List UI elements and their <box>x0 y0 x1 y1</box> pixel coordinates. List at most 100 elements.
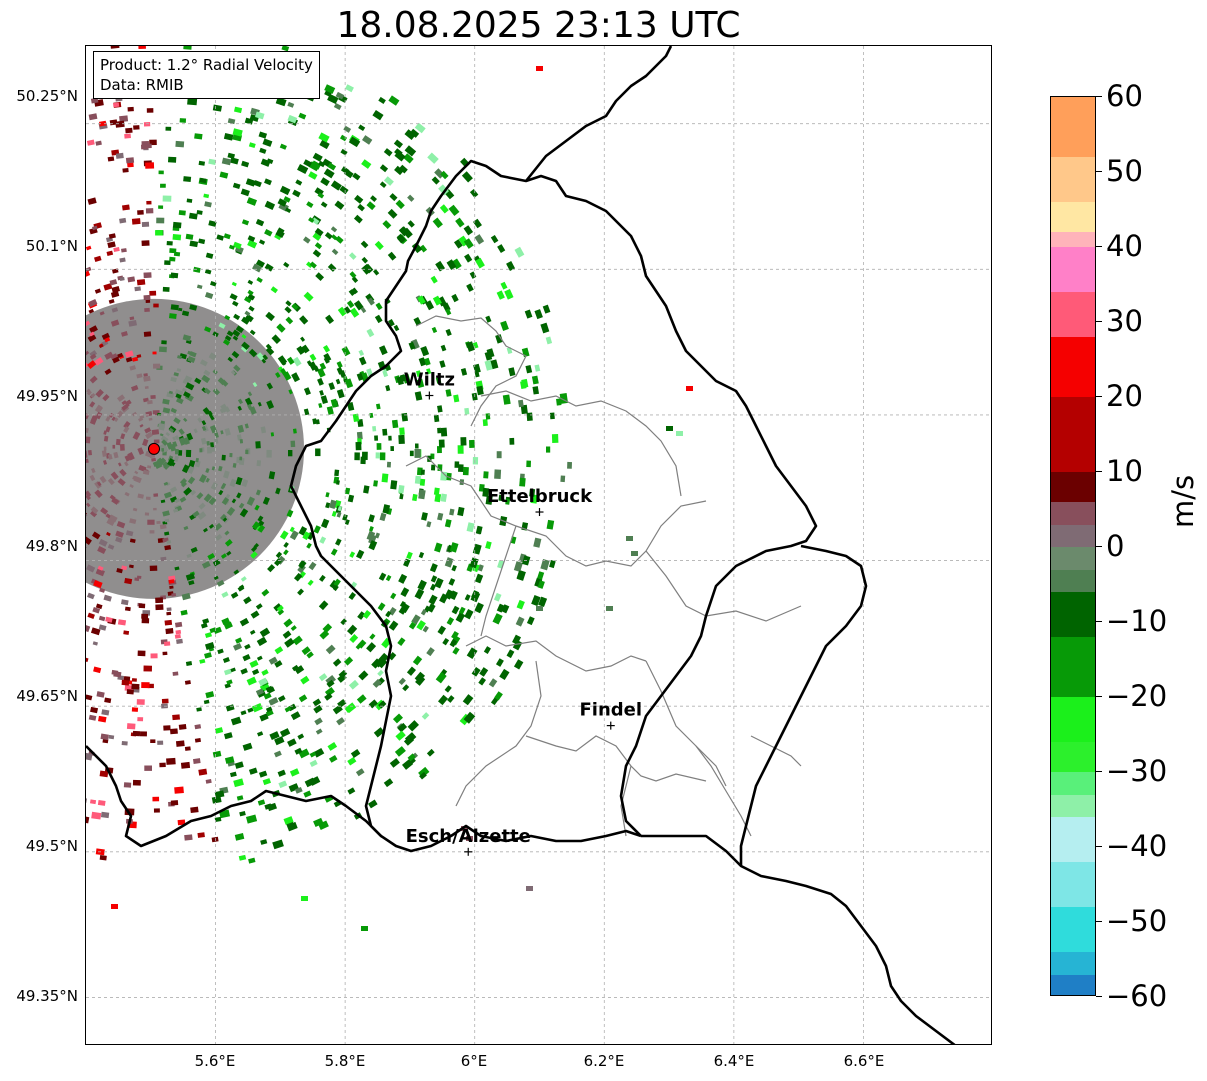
echo-bin <box>212 559 221 567</box>
echo-bin <box>290 711 301 721</box>
echo-bin <box>280 368 287 376</box>
echo-bin <box>265 346 275 356</box>
echo-bin <box>157 412 162 416</box>
colorbar-segment <box>1051 952 1095 975</box>
echo-bin <box>187 97 198 106</box>
echo-bin <box>464 253 473 263</box>
echo-bin <box>294 665 305 675</box>
echo-bin <box>248 348 258 358</box>
echo-bin <box>449 542 459 553</box>
echo-bin <box>381 473 389 483</box>
echo-bin <box>526 460 531 468</box>
lat-label-49-8: 49.8°N <box>25 537 78 555</box>
echo-bin <box>494 691 503 701</box>
echo-bin <box>274 736 285 746</box>
lon-label-6-2: 6.2°E <box>583 1052 625 1070</box>
echo-bin <box>451 564 457 572</box>
map-panel[interactable]: Wiltz Ettelbruck Findel Esch/Alzette <box>85 45 992 1045</box>
echo-bin <box>155 604 164 611</box>
echo-bin <box>128 564 134 569</box>
echo-bin <box>283 816 294 825</box>
echo-bin <box>168 579 175 584</box>
echo-bin <box>393 139 404 149</box>
radar-echo-layer <box>86 46 693 931</box>
echo-bin <box>142 469 150 475</box>
echo-bin <box>303 236 311 244</box>
echo-bin <box>492 613 503 625</box>
echo-bin <box>290 625 297 632</box>
echo-bin <box>229 293 238 301</box>
echo-bin <box>128 320 137 327</box>
echo-bin <box>86 388 91 393</box>
echo-bin <box>490 697 499 706</box>
echo-bin <box>466 836 473 841</box>
echo-bin <box>207 446 212 454</box>
echo-bin <box>277 769 286 777</box>
echo-bin <box>183 417 188 423</box>
echo-bin <box>279 530 289 540</box>
echo-bin <box>169 728 178 735</box>
echo-bin <box>121 741 128 746</box>
echo-bin <box>237 424 245 433</box>
echo-bin <box>170 376 177 383</box>
echo-bin <box>132 730 141 737</box>
echo-bin <box>361 926 368 931</box>
echo-bin <box>247 707 254 713</box>
echo-bin <box>453 394 460 403</box>
echo-bin <box>86 427 89 434</box>
echo-bin <box>257 515 264 522</box>
colorbar-segment <box>1051 337 1095 397</box>
echo-bin <box>139 423 144 428</box>
echo-bin <box>89 331 95 337</box>
echo-bin <box>121 599 129 606</box>
echo-bin <box>398 164 408 174</box>
echo-bin <box>106 250 114 256</box>
echo-bin <box>221 617 230 626</box>
echo-bin <box>513 659 524 670</box>
echo-bin <box>326 679 335 688</box>
echo-bin <box>361 159 372 169</box>
echo-bin <box>388 620 399 631</box>
city-markers: Wiltz Ettelbruck Findel Esch/Alzette <box>404 370 642 856</box>
echo-bin <box>256 520 265 529</box>
colorbar-unit-label: m/s <box>1166 474 1200 528</box>
echo-bin <box>131 678 137 682</box>
echo-bin <box>123 630 130 635</box>
echo-bin <box>170 486 178 493</box>
echo-bin <box>124 455 131 462</box>
echo-bin <box>98 715 107 723</box>
echo-bin <box>325 314 335 324</box>
echo-bin <box>178 428 185 435</box>
echo-bin <box>449 639 458 648</box>
echo-bin <box>537 571 545 580</box>
echo-bin <box>274 660 283 668</box>
echo-bin <box>506 260 516 272</box>
echo-bin <box>256 352 265 361</box>
echo-bin <box>276 323 286 333</box>
echo-bin <box>475 257 485 269</box>
map-canvas[interactable]: Wiltz Ettelbruck Findel Esch/Alzette <box>86 46 992 1045</box>
echo-bin <box>239 456 243 461</box>
echo-bin <box>205 477 210 483</box>
echo-bin <box>421 512 428 521</box>
echo-bin <box>309 751 317 758</box>
echo-bin <box>164 518 170 523</box>
echo-bin <box>292 428 297 434</box>
echo-bin <box>177 307 183 312</box>
echo-bin <box>257 401 262 407</box>
echo-bin <box>149 290 157 296</box>
echo-bin <box>170 800 179 806</box>
lat-label-50-1: 50.1°N <box>25 237 78 255</box>
echo-bin <box>266 449 272 458</box>
echo-bin <box>110 353 118 360</box>
echo-bin <box>169 585 174 589</box>
echo-bin <box>137 493 144 499</box>
echo-bin <box>355 441 362 451</box>
echo-bin <box>429 583 437 591</box>
echo-bin <box>150 739 156 743</box>
echo-bin <box>224 314 231 321</box>
echo-bin <box>175 740 185 747</box>
echo-bin <box>103 594 112 602</box>
echo-bin <box>212 750 222 758</box>
echo-bin <box>279 185 291 196</box>
